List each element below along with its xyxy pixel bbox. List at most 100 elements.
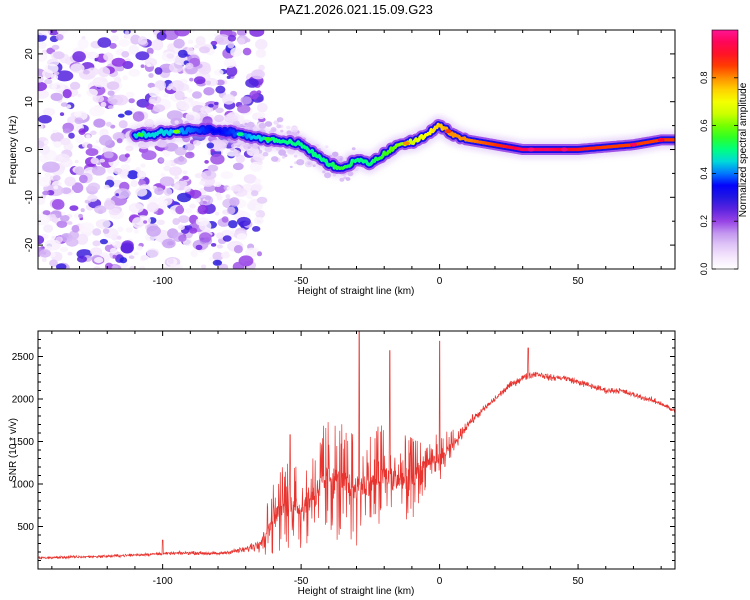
noise-blob [115,193,119,197]
noise-blob [192,140,201,146]
noise-blob [67,116,77,124]
noise-blob [250,183,263,192]
noise-blob [216,244,223,249]
noise-blob [93,266,101,269]
noise-blob [194,173,203,179]
noise-blob [60,137,71,146]
x-tick-label: 50 [573,276,585,287]
noise-blob [85,148,99,157]
noise-blob [233,245,243,254]
noise-blob [50,132,64,143]
noise-blob [223,58,236,69]
noise-blob [120,164,131,172]
noise-blob [137,36,148,45]
noise-blob [200,106,212,115]
noise-blob [128,255,135,259]
noise-blob [215,85,226,94]
noise-blob [214,101,219,106]
noise-blob [52,175,61,181]
colorbar-tick-label: 0.0 [699,263,709,276]
noise-blob [245,247,258,258]
noise-blob [85,134,91,139]
x-tick-label: 0 [437,276,443,287]
noise-blob [163,93,169,98]
noise-blob [156,31,167,41]
noise-blob [38,124,44,129]
noise-blob [135,51,150,61]
colorbar-tick-label: 0.4 [699,167,709,180]
noise-blob [236,233,247,241]
noise-blob [186,47,195,55]
noise-blob [230,47,243,57]
noise-blob [69,205,79,212]
noise-blob [90,130,97,136]
noise-blob [73,111,82,117]
ridge-peak [444,129,452,134]
x-tick-label: -50 [294,276,309,287]
noise-blob [254,178,262,185]
noise-blob [43,107,56,117]
noise-blob [60,187,72,194]
noise-blob [129,266,135,269]
noise-blob [157,195,173,207]
noise-blob [256,111,266,120]
noise-blob [60,246,69,252]
noise-blob [77,255,87,263]
colorbar-ticks: 0.0 0.2 0.4 0.6 0.8 [699,72,738,276]
figure-title: PAZ1.2026.021.15.09.G23 [279,2,433,17]
colorbar-gradient [712,30,738,269]
noise-blob [237,37,246,45]
ridge-peak [560,147,568,152]
noise-blob [38,81,47,92]
y-tick-label: 2000 [12,395,35,406]
noise-blob [177,224,185,231]
noise-blob [125,145,134,152]
snr-y-ticks: 500 1000 1500 2000 2500 [12,330,675,570]
noise-blob [255,212,260,216]
noise-blob [220,252,231,259]
y-tick-label: 1500 [12,437,35,448]
noise-blob [53,51,65,60]
x-tick-label: 0 [437,576,443,587]
noise-blob [210,148,215,153]
noise-blob [100,101,107,108]
noise-blob [351,147,356,151]
noise-blob [110,124,116,129]
noise-blob [209,257,214,261]
snr-panel: -100 -50 0 50 500 1000 1500 2000 2500 Height of… [8,330,676,597]
ridge-peak [137,132,144,137]
noise-blob [174,147,187,156]
noise-blob [75,135,85,144]
noise-blob [38,41,47,49]
noise-blob [257,102,268,113]
noise-blob [130,180,138,188]
noise-blob [229,197,240,207]
noise-blob [67,251,73,256]
noise-blob [282,155,286,159]
noise-blob [174,30,190,37]
noise-blob [133,229,139,234]
noise-blob [67,221,73,225]
noise-blob [52,129,58,134]
y-tick-label: 20 [24,48,35,60]
noise-blob [197,204,209,215]
noise-blob [257,251,262,257]
noise-blob [63,234,69,238]
noise-blob [228,220,238,229]
noise-blob [60,102,68,107]
noise-blob [154,187,164,195]
noise-blob [163,187,173,196]
noise-blob [55,34,64,41]
noise-blob [70,63,85,74]
noise-blob [51,73,59,81]
noise-blob [175,205,185,215]
noise-blob [120,243,134,254]
y-tick-label: 2500 [12,352,35,363]
noise-blob [205,78,218,87]
noise-blob [42,190,50,196]
ridge-peak [630,142,637,147]
ridge-peak [264,137,272,141]
noise-blob [38,114,52,124]
noise-blob [146,248,160,258]
noise-blob [74,117,84,125]
